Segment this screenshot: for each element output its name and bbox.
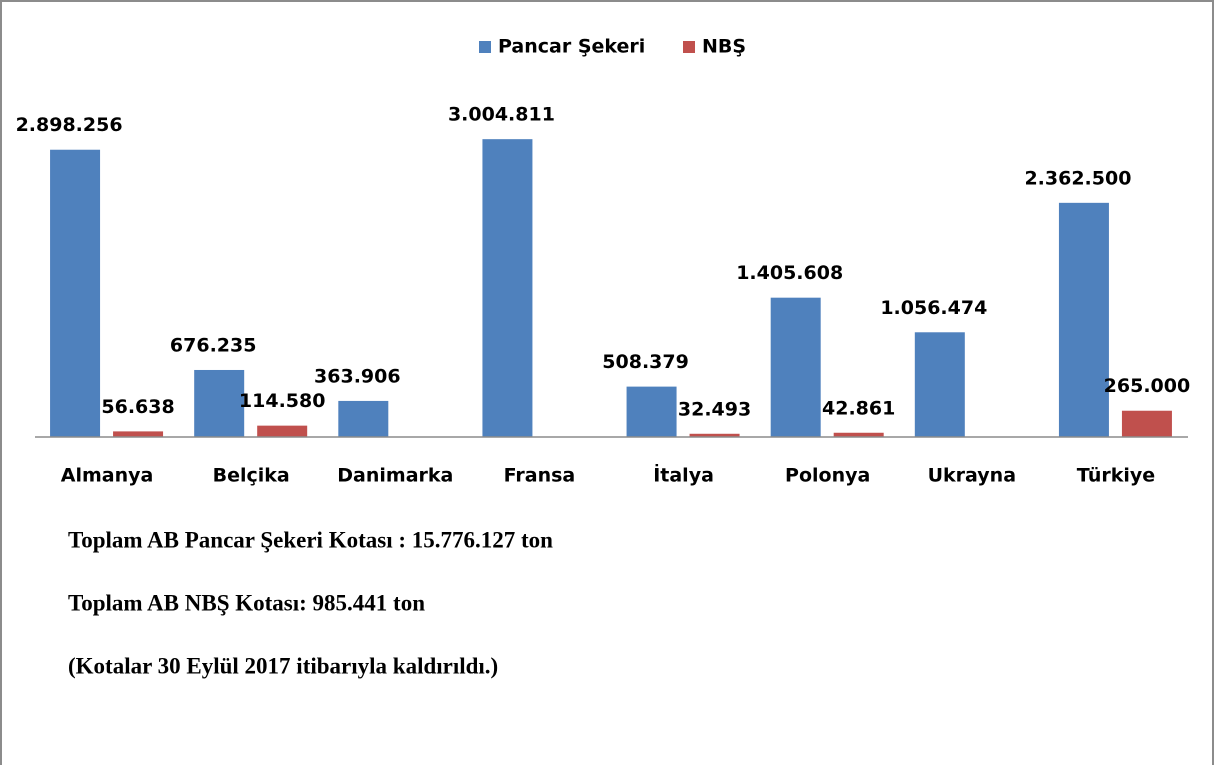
- bar: [194, 369, 245, 437]
- x-tick-label: Almanya: [61, 465, 154, 487]
- bar: [1121, 410, 1172, 437]
- data-label: 3.004.811: [448, 104, 555, 126]
- legend-label: Pancar Şekeri: [498, 36, 645, 58]
- bar: [113, 431, 164, 437]
- bar: [257, 425, 308, 437]
- data-label: 363.906: [314, 365, 401, 387]
- data-label: 508.379: [602, 351, 689, 373]
- x-tick-label: İtalya: [653, 463, 714, 487]
- data-label: 2.898.256: [16, 114, 123, 136]
- bar: [914, 332, 965, 437]
- x-tick-label: Türkiye: [1077, 465, 1155, 487]
- legend-swatch: [479, 41, 491, 53]
- legend-swatch: [683, 41, 695, 53]
- data-label: 42.861: [822, 397, 895, 419]
- bar: [833, 432, 884, 437]
- data-label: 1.056.474: [880, 297, 987, 319]
- bar: [1058, 202, 1109, 437]
- bar: [626, 386, 677, 437]
- bar: [482, 139, 533, 437]
- x-tick-label: Ukrayna: [928, 465, 1016, 487]
- data-label: 676.235: [170, 334, 257, 356]
- data-label: 2.362.500: [1024, 167, 1131, 189]
- annotation: (Kotalar 30 Eylül 2017 itibarıyla kaldır…: [68, 653, 498, 678]
- data-label: 1.405.608: [736, 262, 843, 284]
- x-tick-label: Danimarka: [337, 465, 453, 487]
- data-label: 114.580: [239, 390, 326, 412]
- bar: [770, 297, 821, 437]
- x-tick-label: Belçika: [213, 465, 290, 487]
- data-label: 56.638: [101, 396, 174, 418]
- data-label: 32.493: [678, 398, 751, 420]
- x-tick-label: Polonya: [785, 465, 870, 487]
- annotation: Toplam AB Pancar Şekeri Kotası : 15.776.…: [68, 527, 553, 552]
- x-tick-label: Fransa: [504, 465, 576, 487]
- data-label: 265.000: [1104, 375, 1191, 397]
- bar: [689, 433, 740, 437]
- legend-label: NBŞ: [702, 36, 746, 58]
- bar: [50, 149, 101, 437]
- annotation: Toplam AB NBŞ Kotası: 985.441 ton: [68, 590, 425, 615]
- bar: [338, 400, 389, 437]
